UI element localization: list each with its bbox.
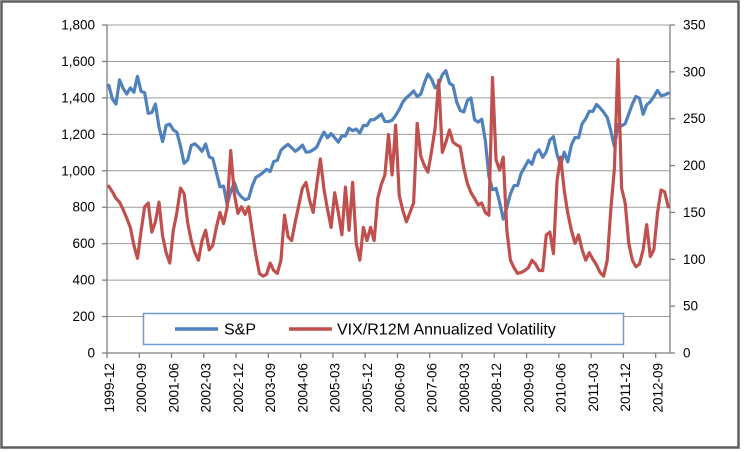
x-axis-tick-label: 2004-06: [295, 363, 310, 413]
series-line-vix: [107, 58, 670, 278]
left-axis-tick-label: 1,400: [61, 90, 95, 105]
left-axis-tick-label: 400: [72, 273, 95, 288]
x-axis-tick-label: 2005-12: [360, 363, 375, 413]
x-axis-tick-label: 1999-12: [102, 363, 117, 413]
x-axis-tick-label: 2000-09: [134, 363, 149, 413]
x-axis-tick-label: 2002-03: [199, 363, 214, 413]
x-axis-tick-label: 2006-09: [392, 363, 407, 413]
x-axis-tick-label: 2010-06: [554, 363, 569, 413]
x-axis-tick-label: 2005-03: [328, 363, 343, 413]
right-axis-tick-label: 350: [683, 18, 706, 33]
x-axis-tick-label: 2009-09: [521, 363, 536, 413]
x-axis-tick-label: 2011-12: [618, 363, 633, 412]
right-axis-tick-label: 250: [683, 111, 706, 126]
left-axis-tick-label: 0: [87, 346, 95, 361]
left-axis-tick-label: 1,800: [61, 18, 95, 33]
left-axis-tick-label: 600: [72, 236, 95, 251]
right-axis-tick-label: 150: [683, 205, 706, 220]
right-axis-tick-label: 50: [683, 299, 698, 314]
x-axis-tick-label: 2001-06: [166, 363, 181, 413]
left-axis-labels: 0 200 400 600 800 1,000 1,200 1,400 1,600 1,800: [61, 18, 107, 361]
legend-box: [142, 312, 625, 346]
x-axis-tick-label: 2008-12: [489, 363, 504, 413]
gridlines: [107, 24, 670, 318]
series-line-sp: [107, 69, 670, 221]
x-axis-tick-label: 2007-06: [425, 363, 440, 413]
left-axis-tick-label: 1,000: [61, 163, 95, 178]
right-axis-tick-label: 300: [683, 64, 706, 79]
right-axis-labels: 0 50 100 150 200 250 300 350: [670, 18, 706, 361]
left-axis-tick-label: 1,600: [61, 54, 95, 69]
legend-label-vix: VIX/R12M Annualized Volatility: [337, 322, 556, 339]
x-axis-tick-label: 2003-09: [263, 363, 278, 413]
legend: S&P VIX/R12M Annualized Volatility: [142, 312, 625, 346]
right-axis-tick-label: 100: [683, 252, 706, 267]
left-axis-tick-label: 1,200: [61, 127, 95, 142]
legend-label-sp: S&P: [224, 322, 256, 339]
left-axis-tick-label: 800: [72, 200, 95, 215]
x-axis-tick-label: 2002-12: [231, 363, 246, 413]
right-axis-tick-label: 200: [683, 158, 706, 173]
axes: [106, 25, 671, 354]
x-axis-tick-label: 2011-03: [586, 363, 601, 412]
right-axis-tick-label: 0: [683, 346, 691, 361]
left-axis-tick-label: 200: [72, 309, 95, 324]
x-axis-labels: 1999-12 2000-09 2001-06 2002-03 2002-12 2003-…: [102, 353, 665, 413]
x-axis-tick-label: 2008-03: [457, 363, 472, 413]
x-axis-tick-label: 2012-09: [650, 363, 665, 413]
